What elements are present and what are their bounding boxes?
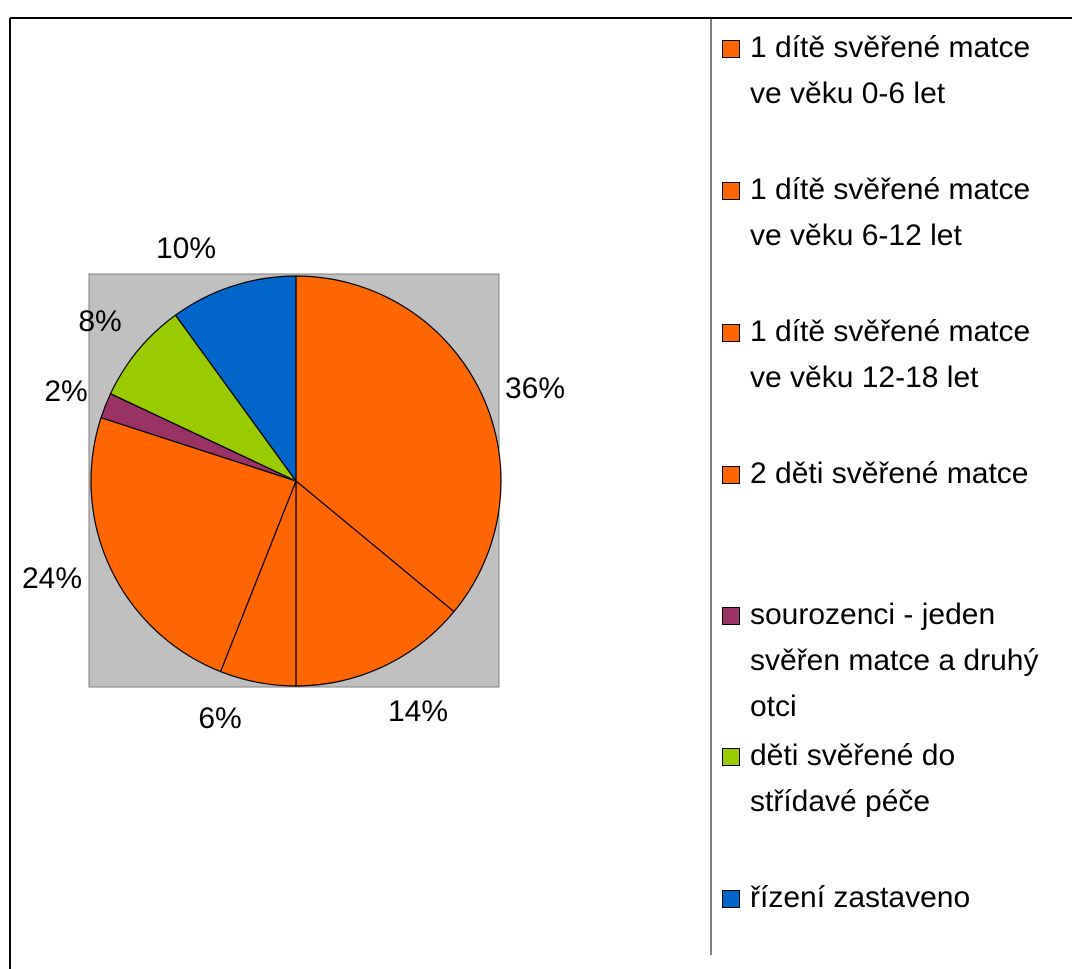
legend-label: sourozenci - jeden svěřen matce a druhý … bbox=[750, 598, 1039, 723]
data-label: 6% bbox=[198, 702, 241, 735]
legend-entry: 1 dítě svěřené matce ve věku 6-12 let bbox=[722, 167, 1070, 259]
data-label: 14% bbox=[388, 695, 448, 728]
pie-slice bbox=[90, 416, 297, 673]
data-label: 10% bbox=[156, 232, 216, 265]
legend-label: 2 děti svěřené matce bbox=[750, 457, 1029, 490]
legend-swatch bbox=[722, 324, 740, 342]
pie-slice bbox=[109, 314, 297, 482]
legend-entry: řízení zastaveno bbox=[722, 875, 1070, 921]
data-label: 24% bbox=[22, 562, 82, 595]
pie-slice bbox=[295, 479, 455, 687]
legend-label: děti svěřené do střídavé péče bbox=[750, 739, 956, 818]
legend-swatch bbox=[722, 182, 740, 200]
legend-label: 1 dítě svěřené matce ve věku 6-12 let bbox=[750, 173, 1031, 252]
legend-swatch bbox=[722, 890, 740, 908]
data-label: 36% bbox=[505, 372, 565, 405]
legend-label: řízení zastaveno bbox=[750, 881, 971, 914]
legend-swatch bbox=[722, 40, 740, 58]
data-label: 8% bbox=[78, 305, 121, 338]
legend-entry: 1 dítě svěřené matce ve věku 12-18 let bbox=[722, 309, 1070, 401]
legend-label: 1 dítě svěřené matce ve věku 0-6 let bbox=[750, 31, 1031, 110]
legend-entry: 1 dítě svěřené matce ve věku 0-6 let bbox=[722, 25, 1070, 117]
legend-label: 1 dítě svěřené matce ve věku 12-18 let bbox=[750, 315, 1031, 394]
legend-entry: 2 děti svěřené matce bbox=[722, 451, 1070, 497]
legend-entry: děti svěřené do střídavé péče bbox=[722, 733, 1070, 825]
pie-slice bbox=[295, 275, 502, 613]
legend-swatch bbox=[722, 748, 740, 766]
legend-swatch bbox=[722, 607, 740, 625]
pie-slice bbox=[174, 275, 297, 483]
legend-entry: sourozenci - jeden svěřen matce a druhý … bbox=[722, 592, 1070, 730]
data-label: 2% bbox=[44, 375, 87, 408]
legend-swatch bbox=[722, 466, 740, 484]
